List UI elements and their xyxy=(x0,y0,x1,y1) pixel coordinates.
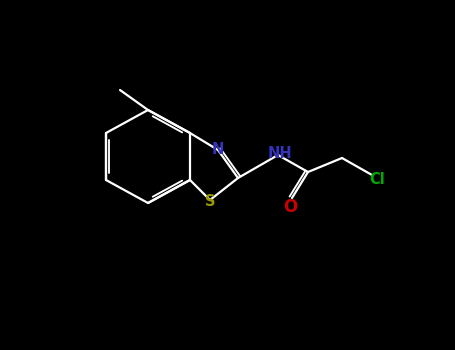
Text: N: N xyxy=(212,141,224,156)
Text: NH: NH xyxy=(268,146,292,161)
Text: S: S xyxy=(205,194,215,209)
Text: O: O xyxy=(283,198,297,216)
Text: Cl: Cl xyxy=(369,173,385,188)
